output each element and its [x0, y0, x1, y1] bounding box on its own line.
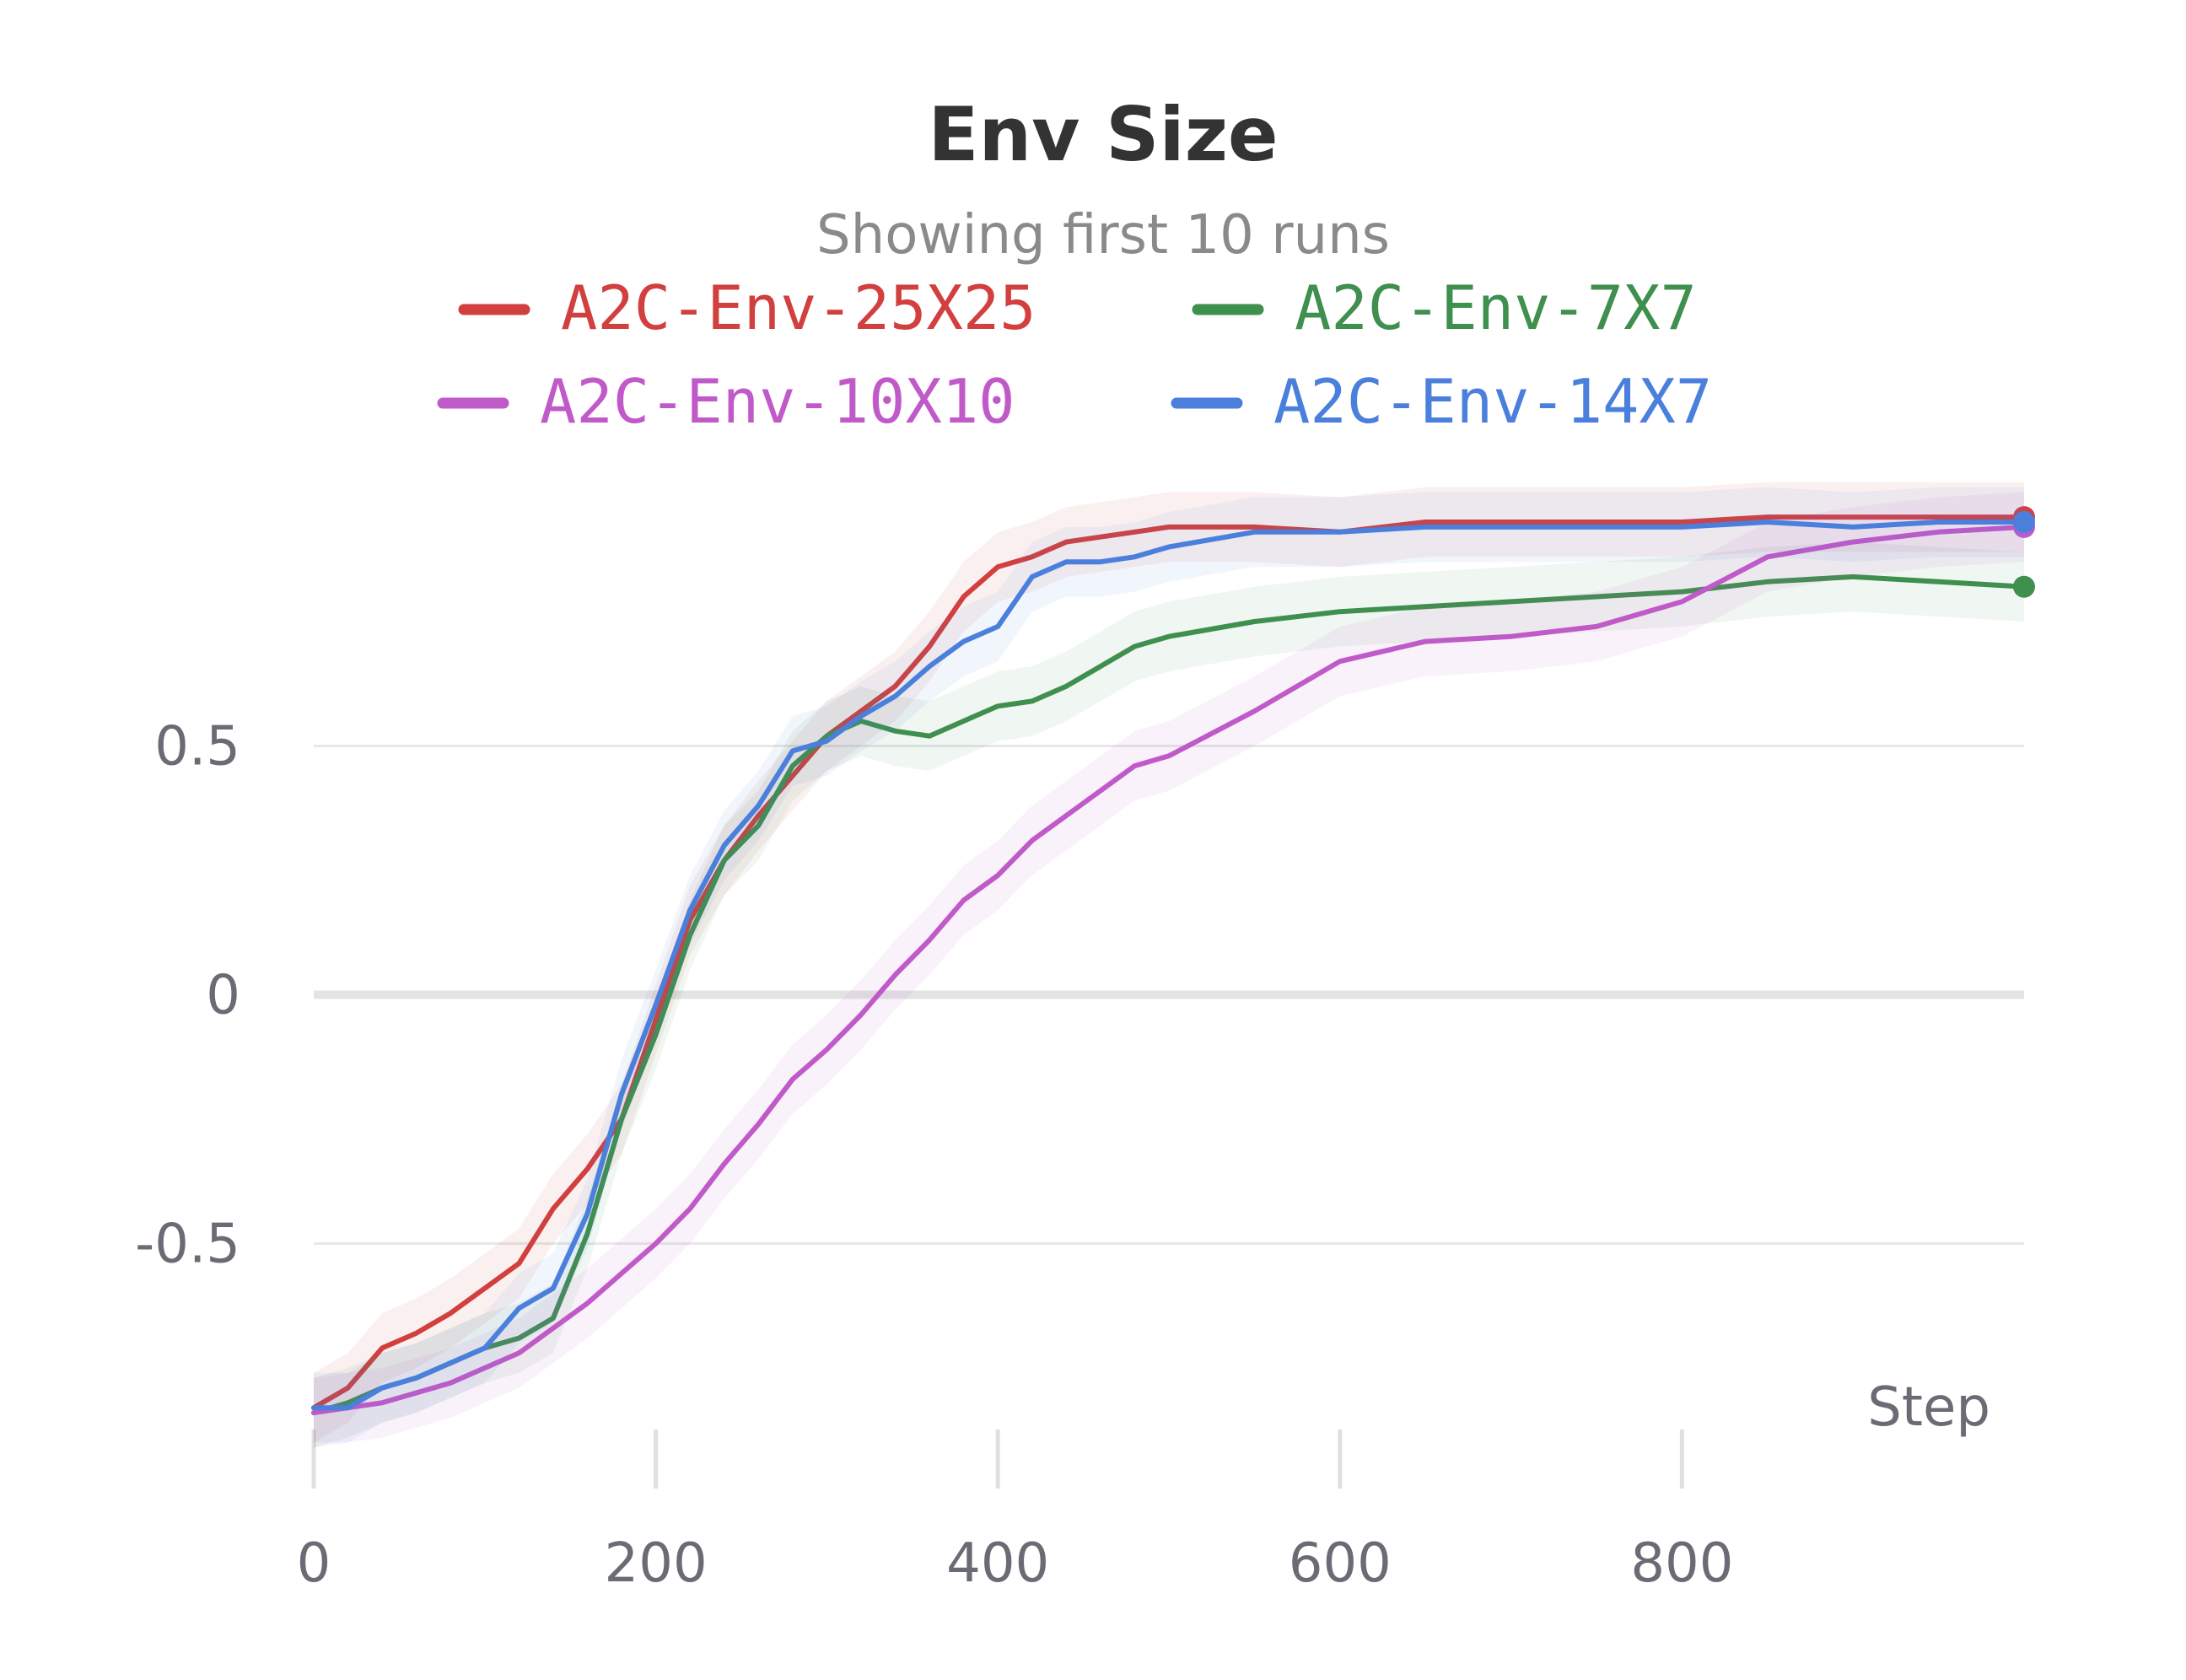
legend-label: A2C-Env-14X7	[1273, 366, 1712, 437]
series-line	[311, 520, 2027, 1411]
series-line	[311, 514, 2027, 1411]
y-axis: 0.5 0 -0.5	[135, 716, 240, 1276]
series-line	[311, 524, 2027, 1416]
chart-subtitle: Showing first 10 runs	[816, 204, 1390, 267]
x-axis-label: Step	[1867, 1376, 1990, 1439]
x-tick-label: 0	[297, 1532, 331, 1595]
series-band	[314, 492, 2024, 1448]
x-tick-label: 200	[605, 1532, 708, 1595]
x-axis: 0 200 400 600 800	[297, 1430, 1733, 1595]
grid	[314, 745, 2024, 1245]
legend-label: A2C-Env-25X25	[561, 272, 1036, 343]
x-tick-label: 800	[1630, 1532, 1733, 1595]
series-line	[311, 573, 2027, 1416]
y-tick-label: 0	[206, 965, 240, 1027]
y-tick-label: -0.5	[135, 1214, 240, 1276]
x-tick-label: 400	[946, 1532, 1049, 1595]
series-band	[314, 541, 2024, 1448]
series-layer	[311, 482, 2035, 1448]
chart-title: Env Size	[928, 91, 1278, 178]
legend-label: A2C-Env-7X7	[1295, 272, 1697, 343]
legend: A2C-Env-25X25 A2C-Env-7X7 A2C-Env-10X10 A2C…	[437, 272, 1712, 437]
series-end-marker	[2013, 511, 2035, 533]
x-tick-label: 600	[1289, 1532, 1392, 1595]
y-tick-label: 0.5	[154, 716, 240, 778]
series-end-marker	[2013, 575, 2035, 598]
legend-label: A2C-Env-10X10	[540, 366, 1015, 437]
